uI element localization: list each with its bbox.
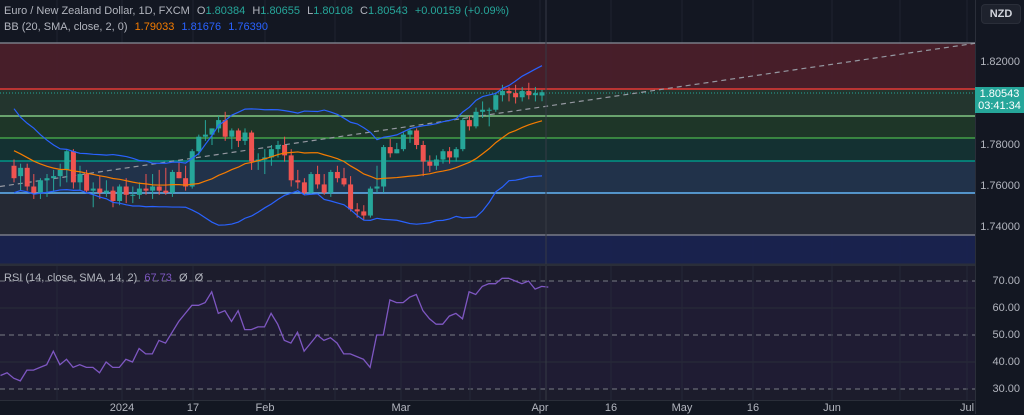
time-label: Feb (255, 402, 275, 414)
time-label: 2024 (109, 402, 135, 414)
bb-label: BB (20, SMA, close, 2, 0) (4, 21, 128, 33)
price-label-4: 1.74000 (980, 221, 1020, 233)
price-label-3: 1.76000 (980, 180, 1020, 192)
ohlc-open: O1.80384 (196, 5, 246, 17)
rsi-legend[interactable]: RSI (14, close, SMA, 14, 2) 67.73 Ø Ø (4, 272, 207, 284)
ohlc-low: L1.80108 (307, 5, 353, 17)
bb-upper-value: 1.81676 (181, 21, 222, 33)
rsi-label-30: 30.00 (992, 383, 1020, 395)
rsi-label-40: 40.00 (992, 356, 1020, 368)
rsi-label-50: 50.00 (992, 329, 1020, 341)
time-label: Mar (391, 402, 411, 414)
price-axis[interactable]: 1.82000 1.78000 1.76000 1.74000 70.00 60… (975, 0, 1024, 414)
current-price-tag: 1.80543 03:41:34 (975, 87, 1024, 113)
price-change: +0.00159 (+0.09%) (414, 5, 510, 17)
time-label: 17 (186, 402, 200, 414)
price-label-2: 1.78000 (980, 139, 1020, 151)
time-label: Apr (531, 402, 549, 414)
rsi-label-60: 60.00 (992, 302, 1020, 314)
ohlc-close: C1.80543 (360, 5, 408, 17)
bb-lower-value: 1.76390 (228, 21, 268, 33)
symbol-title: Euro / New Zealand Dollar, 1D, FXCM (4, 5, 190, 17)
price-label-1: 1.82000 (980, 56, 1020, 68)
time-label: Jun (823, 402, 841, 414)
time-label: 16 (604, 402, 618, 414)
rsi-extra-1: Ø (178, 272, 188, 284)
bb-basis-value: 1.79033 (134, 21, 175, 33)
symbol-legend[interactable]: Euro / New Zealand Dollar, 1D, FXCM O1.8… (4, 5, 513, 17)
rsi-value: 67.73 (144, 272, 172, 284)
time-axis[interactable]: 2024 17 Feb Mar Apr 16 May 16 Jun Jul (0, 400, 975, 415)
bb-legend[interactable]: BB (20, SMA, close, 2, 0) 1.79033 1.8167… (4, 21, 272, 33)
bar-countdown: 03:41:34 (978, 100, 1021, 112)
currency-button[interactable]: NZD (981, 4, 1021, 24)
time-label: May (671, 402, 693, 414)
rsi-label-70: 70.00 (992, 275, 1020, 287)
rsi-label: RSI (14, close, SMA, 14, 2) (4, 272, 138, 284)
rsi-extra-2: Ø (194, 272, 204, 284)
current-price: 1.80543 (979, 88, 1020, 100)
time-label: 16 (746, 402, 760, 414)
ohlc-high: H1.80655 (252, 5, 301, 17)
time-label: Jul (959, 402, 975, 414)
